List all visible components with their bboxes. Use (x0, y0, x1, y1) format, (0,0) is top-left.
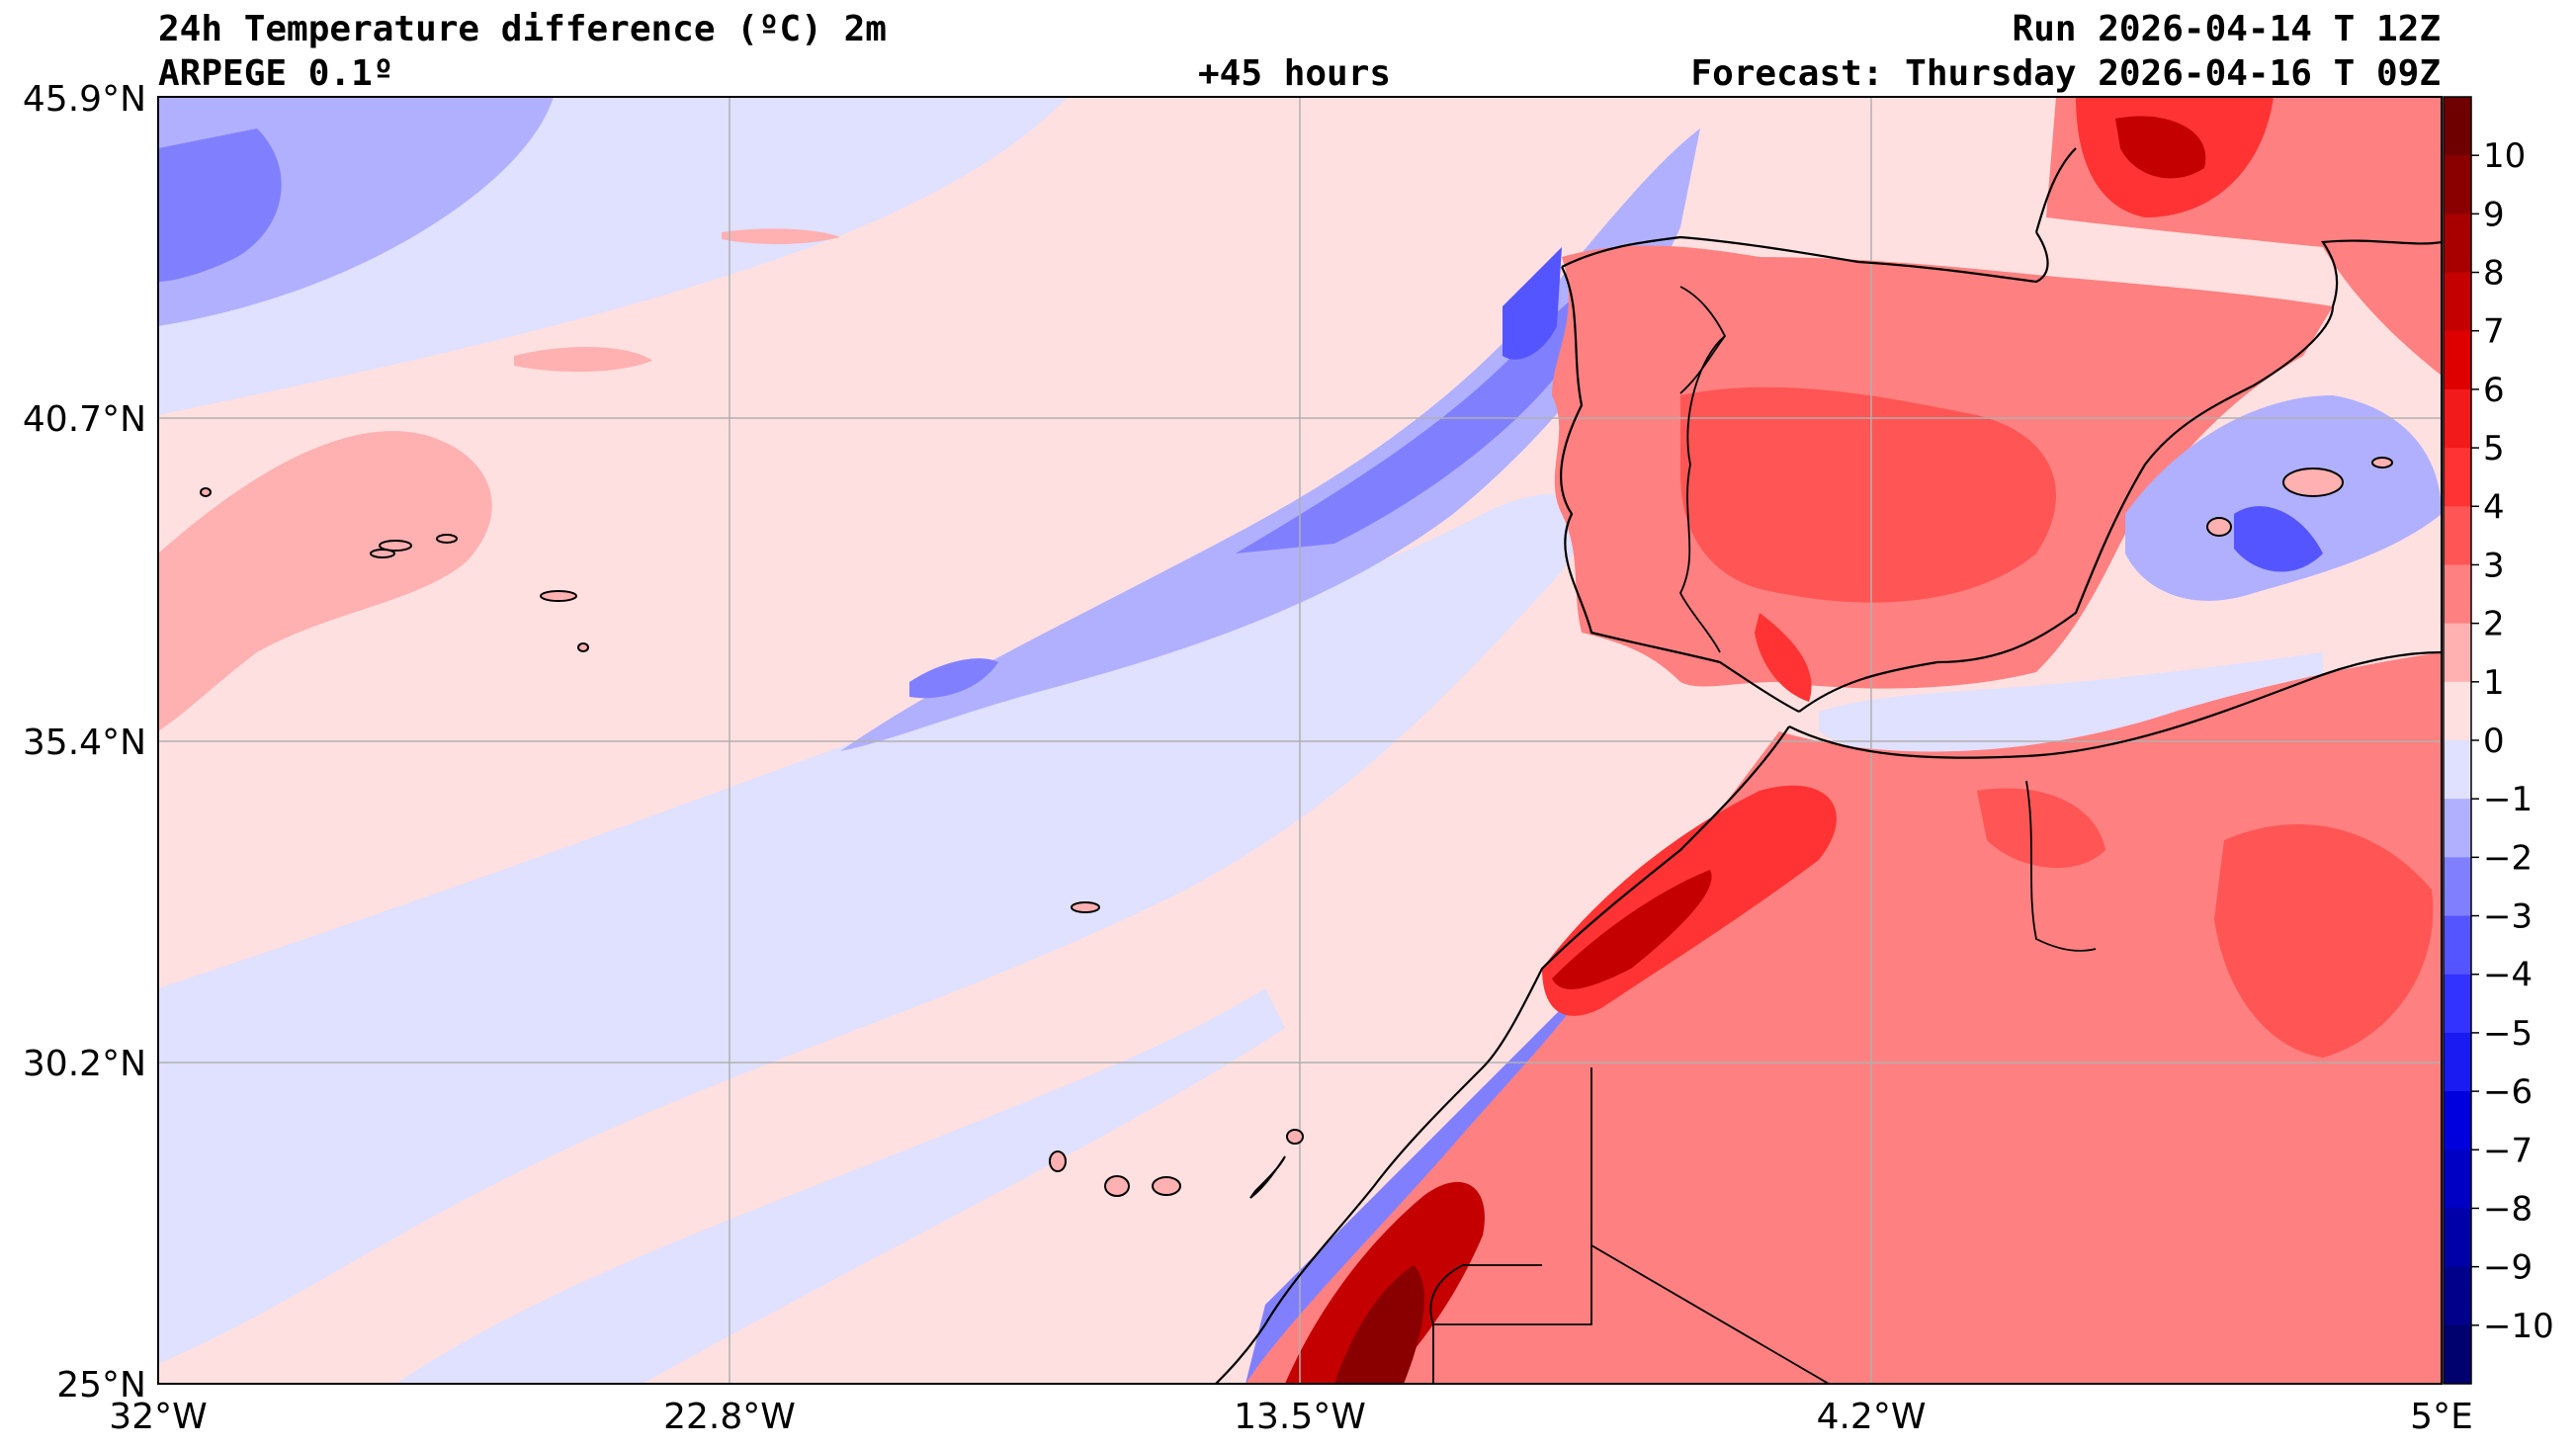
colorbar-label: −6 (2483, 1072, 2533, 1112)
colorbar-label: 4 (2483, 487, 2505, 527)
colorbar-label: 9 (2483, 195, 2505, 234)
colorbar-label: 0 (2483, 722, 2505, 761)
colorbar-label: 7 (2483, 312, 2505, 352)
colorbar-swatch (2444, 388, 2471, 449)
warm-core-algeria-north (1977, 788, 2105, 869)
cool-core-nw (158, 128, 282, 282)
cool-mediterranean (2125, 395, 2442, 601)
colorbar-swatch (2444, 213, 2471, 274)
forecast-time: Forecast: Thursday 2026-04-16 T 09Z (1690, 53, 2441, 94)
colorbar-label: 8 (2483, 254, 2505, 294)
warm-core-algeria (2214, 824, 2434, 1058)
model-name: ARPEGE 0.1º (158, 53, 394, 94)
warm-streak (514, 346, 652, 373)
cool-core-mediterranean (2234, 506, 2323, 572)
x-tick-label: 32°W (109, 1397, 207, 1437)
x-tick-label: 4.2°W (1817, 1397, 1927, 1437)
lead-time: +45 hours (1198, 53, 1392, 94)
x-tick-label: 5°E (2410, 1397, 2473, 1437)
cool-streak (158, 850, 811, 1216)
colorbar-swatch (2444, 506, 2471, 565)
warm-core-iberia (1680, 386, 2056, 603)
colorbar-swatch (2444, 1324, 2471, 1385)
cool-streak-south (395, 988, 1285, 1384)
y-tick-label: 45.9°N (23, 79, 146, 120)
warm-core-sahara-max (1334, 1265, 1424, 1384)
colorbar-swatch (2444, 1032, 2471, 1092)
colorbar-swatch (2444, 272, 2471, 332)
y-tick-label: 25°N (56, 1365, 146, 1405)
colorbar-label: −5 (2483, 1014, 2533, 1054)
colorbar-label: −9 (2483, 1248, 2533, 1288)
colorbar-swatch (2444, 1266, 2471, 1326)
y-tick-label: 40.7°N (23, 399, 146, 440)
colorbar-label: −10 (2483, 1307, 2554, 1346)
y-tick-label: 35.4°N (23, 723, 146, 763)
country-borders (1429, 286, 2097, 1384)
warm-north-africa (1245, 652, 2442, 1384)
colorbar-swatch (2444, 1091, 2471, 1150)
colorbar-label: 1 (2483, 663, 2505, 703)
colorbar-swatch (2444, 740, 2471, 800)
colorbar-label: 2 (2483, 605, 2505, 644)
warm-streak-north (722, 228, 840, 244)
map-title: 24h Temperature difference (ºC) 2m (158, 9, 887, 49)
coastlines (1215, 147, 2442, 1384)
warm-core-sahara (1285, 1181, 1485, 1384)
colorbar-label: −4 (2483, 956, 2533, 995)
colorbar-swatch (2444, 564, 2471, 625)
colorbar-swatch (2444, 857, 2471, 917)
y-tick-label: 30.2°N (23, 1044, 146, 1084)
plot-frame (157, 96, 2443, 1385)
warm-core-gibraltar (1755, 613, 1812, 702)
colorbar-label: −7 (2483, 1131, 2533, 1170)
colorbar-swatch (2444, 1208, 2471, 1268)
run-time: Run 2026-04-14 T 12Z (2012, 9, 2441, 49)
colorbar-swatch (2444, 97, 2471, 156)
warm-patch-azores (158, 431, 492, 731)
colorbar-label: −2 (2483, 838, 2533, 878)
colorbar-label: −8 (2483, 1189, 2533, 1229)
x-tick-label: 13.5°W (1234, 1397, 1366, 1437)
colorbar-swatch (2444, 448, 2471, 507)
axis-labels: 32°W 22.8°W 13.5°W 4.2°W 5°E 45.9°N 40.7… (23, 79, 2473, 1437)
cool-alboran (1819, 652, 2323, 761)
colorbar-swatch (2444, 155, 2471, 214)
colorbar-label: −3 (2483, 897, 2533, 937)
colorbar-swatch (2444, 915, 2471, 976)
colorbar-swatch (2444, 330, 2471, 390)
colorbar-swatch (2444, 1150, 2471, 1209)
cool-blob-west (909, 658, 998, 699)
colorbar-label: 10 (2483, 136, 2526, 176)
colorbar-swatch (2444, 974, 2471, 1034)
colorbar-label: 3 (2483, 546, 2505, 585)
x-tick-label: 22.8°W (663, 1397, 796, 1437)
cool-streak-atlantic (840, 128, 1700, 751)
islands (200, 457, 2393, 1199)
warm-core-alps (2115, 116, 2206, 179)
colorbar-label: −1 (2483, 780, 2533, 819)
cool-core-galicia (1503, 247, 1562, 360)
gridlines (158, 97, 2442, 1384)
warm-core-atlas-max (1552, 870, 1712, 989)
colorbar-label: 5 (2483, 429, 2505, 468)
colorbar-swatch (2444, 623, 2471, 683)
colorbar-label: 6 (2483, 371, 2505, 410)
colorbar-swatch (2444, 681, 2471, 741)
colorbar-swatch (2444, 799, 2471, 858)
